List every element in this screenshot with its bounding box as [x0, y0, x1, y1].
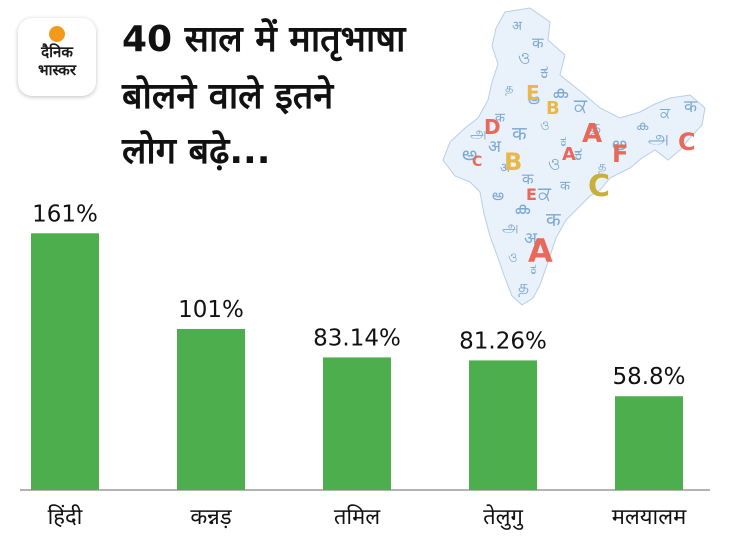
map-glyph: अ: [488, 137, 502, 157]
map-glyph: ਕ: [573, 95, 588, 117]
logo-text-line2: भास्कर: [38, 61, 76, 79]
map-glyph: क: [522, 170, 534, 188]
category-label-5: मलयालम: [612, 505, 687, 530]
category-label-2: कन्नड़: [190, 505, 231, 530]
map-glyph: ও: [540, 119, 550, 134]
map-glyph: ಕ: [530, 260, 537, 278]
map-letter: E: [526, 81, 540, 105]
map-glyph: अ: [500, 161, 511, 176]
map-glyph: த: [505, 81, 513, 96]
map-glyph: ക: [552, 83, 569, 103]
logo-text-line1: दैनिक: [41, 43, 73, 61]
map-glyph: ಕ: [540, 61, 549, 83]
map-glyph: ও: [518, 49, 531, 69]
map-glyph: అ: [492, 186, 504, 204]
map-glyph: ਕ: [537, 183, 552, 205]
map-glyph: क: [532, 34, 544, 52]
map-glyph: அ: [502, 218, 519, 236]
map-glyph: ਕ: [659, 104, 671, 122]
map-glyph: த: [598, 159, 606, 174]
map-glyph: த: [590, 117, 601, 137]
bar-4: [469, 360, 537, 490]
bar-5: [615, 396, 683, 490]
map-glyph: क: [495, 111, 506, 126]
map-glyph: அ: [648, 127, 669, 149]
map-letter: A: [582, 119, 602, 149]
map-letter: C: [678, 128, 696, 156]
bar-2: [177, 328, 245, 490]
map-letter: B: [546, 98, 560, 119]
map-glyph: ക: [636, 119, 649, 134]
map-letter: A: [562, 144, 576, 165]
value-label-4: 81.26%: [459, 328, 547, 354]
map-glyph: த: [518, 277, 529, 297]
value-labels-group: 161% 101% 83.14% 81.26% 58.8%: [32, 201, 685, 390]
value-label-1: 161%: [32, 201, 98, 227]
map-glyph: ಕ: [574, 143, 583, 165]
map-letter: A: [528, 232, 553, 270]
map-glyph: అ: [462, 143, 477, 165]
map-glyph: ও: [508, 251, 518, 266]
category-label-1: हिंदी: [48, 504, 83, 530]
map-letter: C: [588, 169, 610, 204]
map-glyph: क: [560, 179, 571, 194]
map-glyph: अ: [512, 19, 523, 34]
category-labels-group: हिंदी कन्नड़ तमिल तेलुगु मलयालम: [48, 504, 688, 530]
bars-group: [31, 233, 683, 490]
map-glyph: क: [546, 209, 561, 231]
map-glyph: क: [684, 97, 698, 117]
map-glyph: అ: [528, 90, 540, 108]
map-glyph: ও: [548, 155, 561, 175]
bar-3: [323, 357, 391, 490]
map-letter: F: [612, 140, 628, 168]
value-label-3: 83.14%: [313, 325, 401, 351]
map-letter: E: [526, 185, 537, 204]
map-glyph: ക: [514, 199, 531, 219]
category-label-4: तेलुगु: [483, 504, 524, 530]
map-letter: B: [504, 148, 522, 176]
map-glyph: अ: [524, 229, 538, 249]
value-label-2: 101%: [178, 297, 244, 323]
india-map-shape: [442, 7, 706, 306]
map-letter: C: [472, 154, 482, 170]
chart-title-line-2: बोलने वाले इतने: [122, 76, 334, 117]
logo: दैनिक भास्कर: [18, 18, 96, 96]
logo-sun-icon: [49, 26, 65, 42]
bar-1: [31, 233, 99, 490]
map-letter: D: [484, 115, 501, 139]
map-glyph: ಕ: [560, 132, 567, 150]
chart-title-line-3: लोग बढ़े...: [122, 131, 271, 172]
category-label-3: तमिल: [334, 504, 381, 530]
chart-title-line-1: 40 साल में मातृभाषा: [122, 19, 406, 60]
value-label-5: 58.8%: [612, 364, 685, 390]
map-glyph: அ: [470, 124, 487, 142]
map-glyph: क: [512, 123, 527, 145]
map-glyph: అ: [612, 133, 627, 155]
